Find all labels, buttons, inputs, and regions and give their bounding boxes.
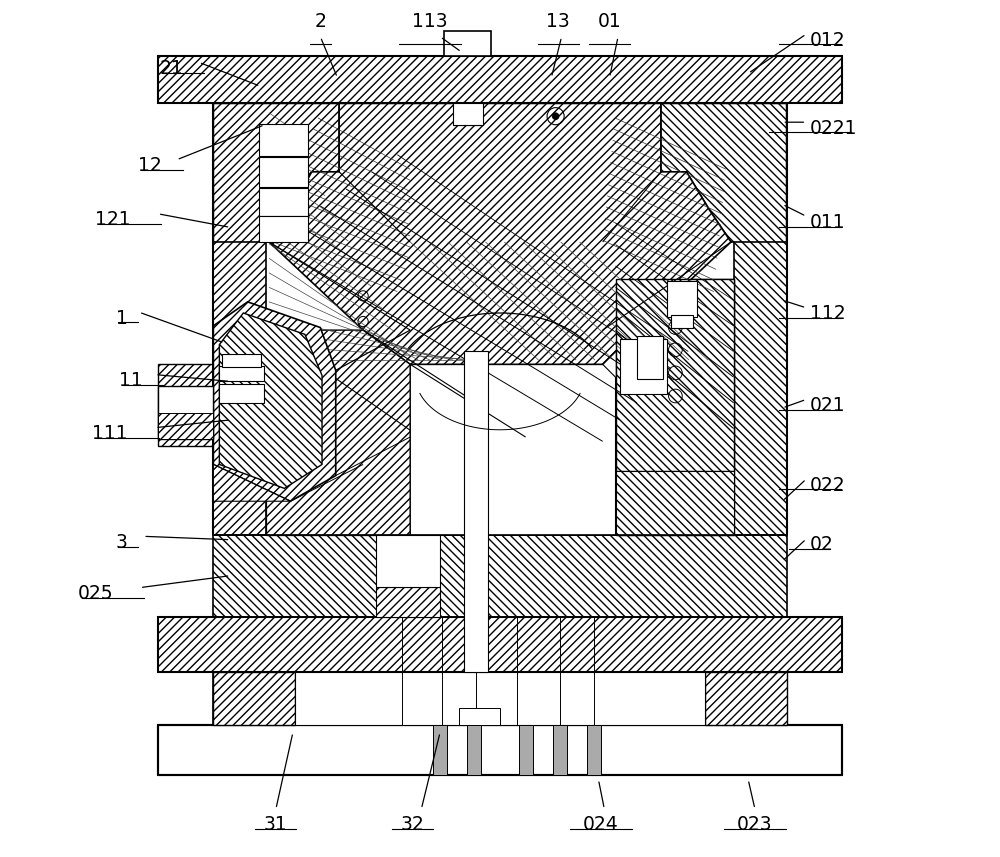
Circle shape (552, 113, 559, 120)
Bar (158, 725, 842, 775)
Text: 112: 112 (810, 304, 845, 323)
Polygon shape (213, 464, 290, 501)
Text: 111: 111 (92, 424, 128, 443)
Bar (158, 364, 213, 446)
Bar (213, 536, 787, 617)
Bar (376, 587, 440, 617)
Bar (459, 708, 500, 725)
Text: 113: 113 (412, 12, 448, 31)
Bar (219, 384, 264, 403)
Text: 0221: 0221 (810, 119, 857, 138)
Bar (259, 216, 308, 242)
Bar (519, 725, 533, 775)
Text: 01: 01 (598, 12, 621, 31)
Bar (158, 413, 213, 439)
Bar (158, 617, 842, 673)
Bar (213, 673, 295, 725)
Bar (667, 281, 697, 317)
Text: 022: 022 (810, 476, 845, 494)
Text: 023: 023 (737, 815, 773, 834)
Bar (433, 725, 447, 775)
Polygon shape (219, 313, 322, 488)
Polygon shape (269, 104, 731, 364)
Bar (259, 124, 308, 157)
Text: 02: 02 (810, 536, 833, 554)
Text: 025: 025 (78, 584, 113, 603)
Bar (453, 104, 483, 125)
Polygon shape (213, 104, 339, 242)
Bar (467, 725, 481, 775)
Text: 024: 024 (583, 815, 619, 834)
Text: 011: 011 (810, 213, 845, 232)
Polygon shape (213, 302, 336, 501)
Text: 31: 31 (264, 815, 288, 834)
Text: 12: 12 (138, 157, 162, 176)
Bar (587, 725, 601, 775)
Bar (158, 386, 213, 439)
Text: 21: 21 (160, 59, 183, 78)
Bar (553, 725, 567, 775)
Bar (158, 57, 842, 104)
Polygon shape (616, 471, 734, 536)
Bar (295, 673, 705, 725)
Bar (259, 158, 308, 187)
Bar (616, 279, 734, 536)
Text: 3: 3 (116, 533, 128, 552)
Text: 021: 021 (810, 396, 845, 415)
Bar (637, 336, 663, 379)
Text: 32: 32 (401, 815, 425, 834)
Polygon shape (661, 104, 787, 242)
Bar (705, 673, 787, 725)
Bar (464, 351, 488, 673)
Bar (213, 169, 266, 536)
Polygon shape (410, 364, 616, 536)
Text: 11: 11 (119, 371, 142, 390)
Polygon shape (266, 330, 410, 536)
Bar (620, 339, 667, 394)
Bar (213, 673, 787, 725)
Bar (259, 188, 308, 216)
Text: 2: 2 (314, 12, 326, 31)
Bar (671, 315, 693, 327)
Text: 13: 13 (546, 12, 570, 31)
Bar (376, 536, 440, 587)
Polygon shape (616, 279, 734, 471)
Text: 121: 121 (95, 210, 130, 230)
Text: 1: 1 (116, 309, 128, 327)
Bar (444, 31, 491, 57)
Bar (222, 354, 261, 367)
Text: 012: 012 (810, 31, 845, 50)
Bar (219, 366, 264, 381)
Bar (734, 169, 787, 536)
